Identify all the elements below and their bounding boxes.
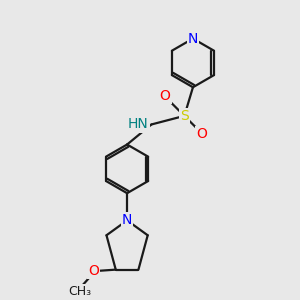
Text: O: O <box>196 128 207 142</box>
Text: O: O <box>160 89 171 103</box>
Text: O: O <box>88 264 99 278</box>
Text: N: N <box>122 213 132 227</box>
Text: HN: HN <box>128 118 148 131</box>
Text: CH₃: CH₃ <box>68 285 91 298</box>
Text: N: N <box>188 32 198 46</box>
Text: S: S <box>180 109 189 123</box>
